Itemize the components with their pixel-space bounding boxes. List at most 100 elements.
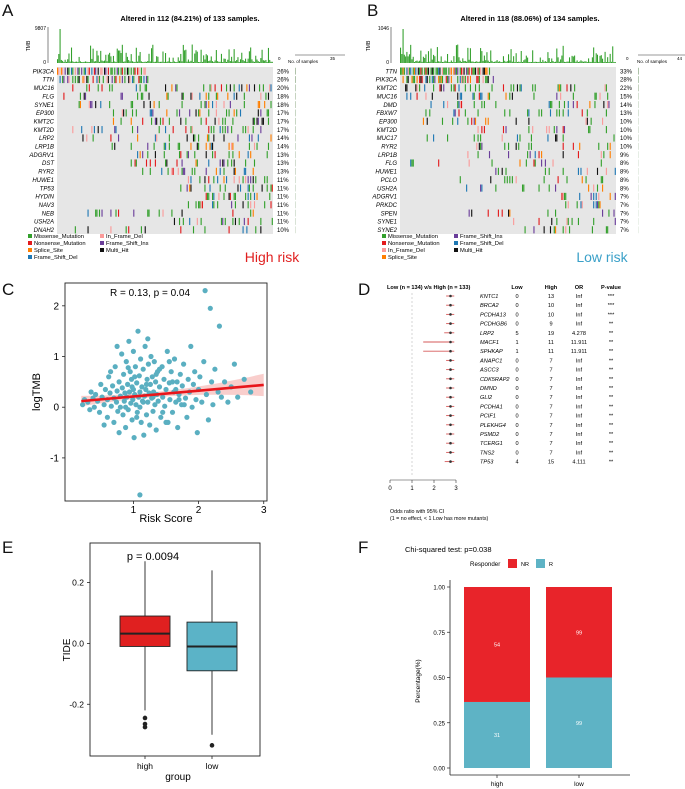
mutation-cell xyxy=(558,84,560,92)
mutation-cell xyxy=(513,84,515,92)
gene-label: PIK3CA xyxy=(33,69,54,75)
percent-label: 18% xyxy=(277,94,290,100)
mutation-cell xyxy=(406,75,408,84)
tmb-bar xyxy=(549,62,551,63)
mutation-cell xyxy=(231,126,233,134)
mutation-cell xyxy=(96,209,98,217)
mutation-cell xyxy=(270,201,272,209)
mutation-cell xyxy=(604,84,606,92)
tmb-bar xyxy=(81,62,83,63)
percent-label: 17% xyxy=(277,111,290,117)
mutation-cell xyxy=(467,117,469,125)
tmb-bar xyxy=(425,54,427,63)
mutation-cell xyxy=(267,109,270,117)
percent-label: 13% xyxy=(277,153,290,159)
mutation-cell xyxy=(219,167,221,175)
correlation-annotation: R = 0.13, p = 0.04 xyxy=(110,288,190,299)
scatter-point xyxy=(138,356,144,362)
mutation-cell xyxy=(576,101,578,109)
mutation-cell xyxy=(595,201,597,209)
mutation-cell xyxy=(266,176,268,184)
mutation-cell xyxy=(176,109,178,117)
or-point xyxy=(449,340,452,344)
tmb-bar xyxy=(429,61,431,63)
forest-p: ** xyxy=(609,414,614,420)
mutation-cell xyxy=(563,192,566,200)
mutation-cell xyxy=(233,92,235,100)
gene-label: SPEN xyxy=(381,211,398,217)
tmb-bar xyxy=(170,61,172,63)
forest-or: Inf xyxy=(576,358,583,364)
gene-label: HYDIN xyxy=(35,195,54,201)
tmb-bar xyxy=(472,61,474,63)
mutation-grid xyxy=(57,67,273,234)
tmb-bar xyxy=(542,59,544,63)
mutation-cell xyxy=(422,117,424,125)
scatter-point xyxy=(143,412,150,418)
mutation-cell xyxy=(62,67,64,75)
tmb-bar xyxy=(84,61,87,63)
mutation-cell xyxy=(229,192,231,200)
mutation-cell xyxy=(441,117,444,125)
mutation-cell xyxy=(128,75,130,84)
scatter-point xyxy=(174,379,180,385)
mutation-cell xyxy=(593,217,595,226)
tmb-bar xyxy=(151,48,153,63)
mutation-cell xyxy=(585,176,587,184)
mutation-cell xyxy=(121,75,123,84)
mutation-cell xyxy=(130,159,132,167)
mutation-cell xyxy=(58,67,60,75)
tmb-bar xyxy=(210,56,212,63)
mutation-cell xyxy=(532,126,534,134)
y-axis-label: logTMB xyxy=(31,373,43,411)
mutation-cell xyxy=(515,176,517,184)
mutation-cell xyxy=(181,209,183,217)
tmb-bar xyxy=(152,44,154,63)
tmb-bar xyxy=(473,62,475,63)
forest-low: 0 xyxy=(515,368,518,374)
tmb-bar xyxy=(60,59,62,63)
tmb-bar xyxy=(445,61,447,63)
mutation-cell xyxy=(206,134,209,142)
mutation-cell xyxy=(439,84,441,92)
tmb-bar xyxy=(228,49,230,63)
mutation-cell xyxy=(208,92,210,100)
forest-gene: ASCC3 xyxy=(479,368,500,374)
mutation-cell xyxy=(447,75,449,84)
mutation-cell xyxy=(562,192,564,200)
forest-p: ** xyxy=(609,386,614,392)
forest-high: 7 xyxy=(549,432,552,438)
scatter-points xyxy=(80,288,254,498)
mutation-cell xyxy=(189,217,191,226)
tmb-bar xyxy=(612,46,614,63)
mutation-cell xyxy=(533,92,535,100)
mutation-cell xyxy=(115,209,117,217)
mutation-cell xyxy=(438,159,440,167)
legend-swatch xyxy=(382,241,386,245)
scatter-point xyxy=(134,414,140,420)
mutation-cell xyxy=(438,75,440,84)
box-high xyxy=(119,615,171,647)
legend-swatch xyxy=(382,248,386,252)
mutation-cell xyxy=(534,159,536,167)
mutation-cell xyxy=(560,92,562,100)
mutation-cell xyxy=(97,84,99,92)
mutation-cell xyxy=(227,92,229,100)
mutation-cell xyxy=(253,84,256,92)
mutation-cell xyxy=(239,109,242,117)
mutation-cell xyxy=(151,117,153,125)
tmb-bar xyxy=(405,56,407,63)
scatter-point xyxy=(133,402,139,408)
mutation-cell xyxy=(480,92,482,100)
tmb-bar xyxy=(490,50,492,63)
mutation-cell xyxy=(104,67,106,75)
mutation-cell xyxy=(213,192,215,200)
tmb-bar xyxy=(529,61,531,63)
mutation-cell xyxy=(250,151,252,159)
tmb-bar xyxy=(79,61,81,63)
percent-label: 10% xyxy=(620,145,633,151)
y-tick-label: -1 xyxy=(50,453,59,464)
legend-label: Missense_Mutation xyxy=(388,234,438,240)
forest-low: 1 xyxy=(515,349,518,355)
mutation-cell xyxy=(223,159,225,167)
